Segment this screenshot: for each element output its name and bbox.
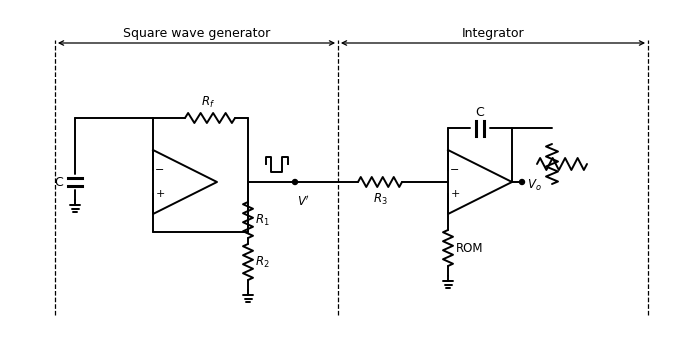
- Text: +: +: [155, 189, 165, 199]
- Text: −: −: [450, 165, 460, 175]
- Text: $R_f$: $R_f$: [201, 95, 215, 110]
- Text: +: +: [450, 189, 460, 199]
- Text: Integrator: Integrator: [462, 27, 524, 40]
- Text: $R_1$: $R_1$: [255, 212, 269, 227]
- Text: $R_3$: $R_3$: [373, 192, 387, 207]
- Text: C: C: [54, 176, 63, 188]
- Text: ROM: ROM: [456, 241, 483, 254]
- Text: $V'$: $V'$: [297, 194, 310, 208]
- Text: $R_2$: $R_2$: [255, 254, 269, 270]
- Text: Square wave generator: Square wave generator: [123, 27, 270, 40]
- Text: C: C: [476, 106, 485, 119]
- Circle shape: [292, 179, 298, 185]
- Circle shape: [520, 179, 524, 185]
- Text: −: −: [155, 165, 165, 175]
- Text: $V_o$: $V_o$: [527, 178, 542, 193]
